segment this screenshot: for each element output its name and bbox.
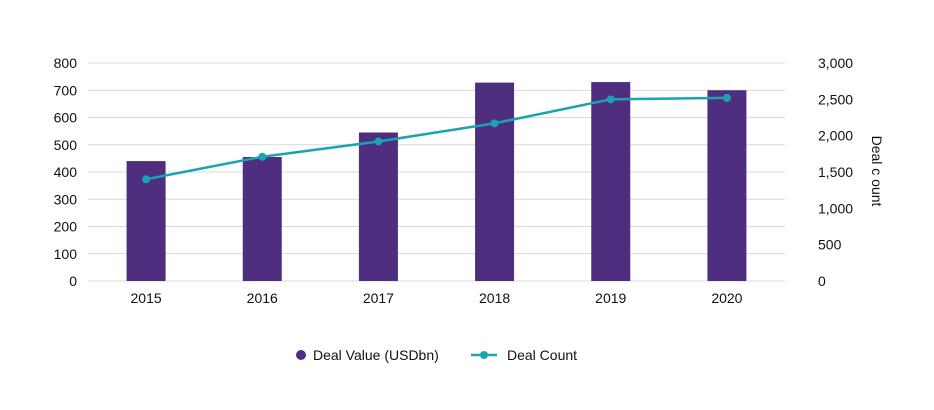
bar-deal-value	[358, 132, 398, 281]
bar-deal-value	[591, 82, 631, 281]
x-axis-tick-label: 2016	[247, 290, 278, 306]
legend-label-deal-value: Deal Value (USDbn)	[313, 347, 439, 363]
axes: 0 100 200 300 400 500 600 700 800 0 500 1,000 1,500 2…	[54, 55, 854, 306]
left-axis-tick-label: 400	[54, 164, 78, 180]
left-axis-tick-label: 200	[54, 219, 78, 235]
point-deal-count	[606, 95, 615, 104]
right-axis-tick-label: 3,000	[818, 55, 853, 71]
right-axis-tick-label: 2,000	[818, 128, 853, 144]
bar-series	[126, 82, 747, 282]
left-axis-tick-label: 100	[54, 246, 78, 262]
point-deal-count	[142, 175, 151, 184]
left-axis-tick-label: 500	[54, 137, 78, 153]
gridlines	[88, 62, 785, 282]
x-axis-tick-label: 2018	[479, 290, 510, 306]
point-deal-count	[722, 93, 731, 102]
right-axis-tick-label: 0	[818, 273, 826, 289]
left-axis-tick-label: 700	[54, 82, 78, 98]
legend-swatch-deal-value	[296, 350, 306, 360]
right-axis-title: Deal c ount	[869, 136, 885, 207]
x-axis-tick-label: 2017	[363, 290, 394, 306]
bar-deal-value	[707, 90, 747, 281]
left-axis-tick-label: 800	[54, 55, 78, 71]
bar-deal-value	[475, 82, 515, 282]
legend: Deal Value (USDbn) Deal Count	[296, 347, 577, 363]
point-deal-count	[374, 137, 383, 146]
legend-label-deal-count: Deal Count	[507, 347, 577, 363]
right-axis-tick-label: 1,500	[818, 164, 853, 180]
left-axis-tick-label: 300	[54, 191, 78, 207]
right-axis-tick-label: 1,000	[818, 200, 853, 216]
left-axis-tick-label: 0	[69, 273, 77, 289]
x-axis-tick-label: 2015	[131, 290, 162, 306]
point-deal-count	[490, 119, 499, 128]
bar-deal-value	[242, 157, 282, 281]
right-axis-tick-label: 500	[818, 237, 842, 253]
line-series	[142, 93, 731, 184]
x-axis-tick-label: 2020	[711, 290, 742, 306]
right-axis-tick-label: 2,500	[818, 91, 853, 107]
line-deal-count	[145, 96, 727, 181]
point-deal-count	[258, 152, 267, 161]
left-axis-tick-label: 600	[54, 110, 78, 126]
x-axis-tick-label: 2019	[595, 290, 626, 306]
legend-swatch-deal-count-marker	[480, 351, 488, 359]
